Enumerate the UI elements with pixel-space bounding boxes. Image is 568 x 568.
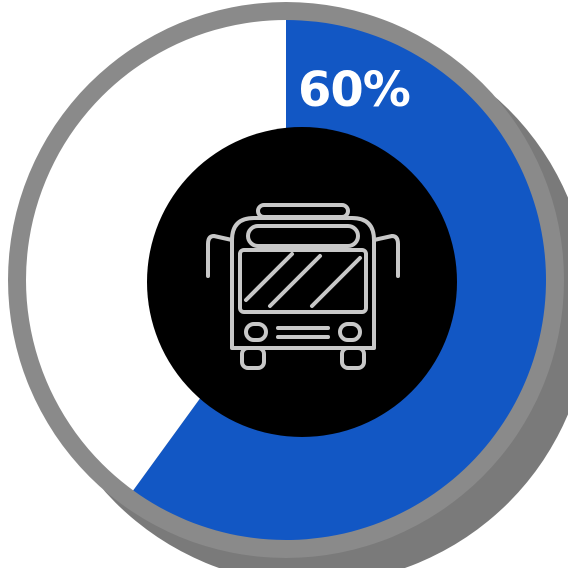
center-disc xyxy=(147,127,457,437)
bus-icon xyxy=(206,203,400,370)
